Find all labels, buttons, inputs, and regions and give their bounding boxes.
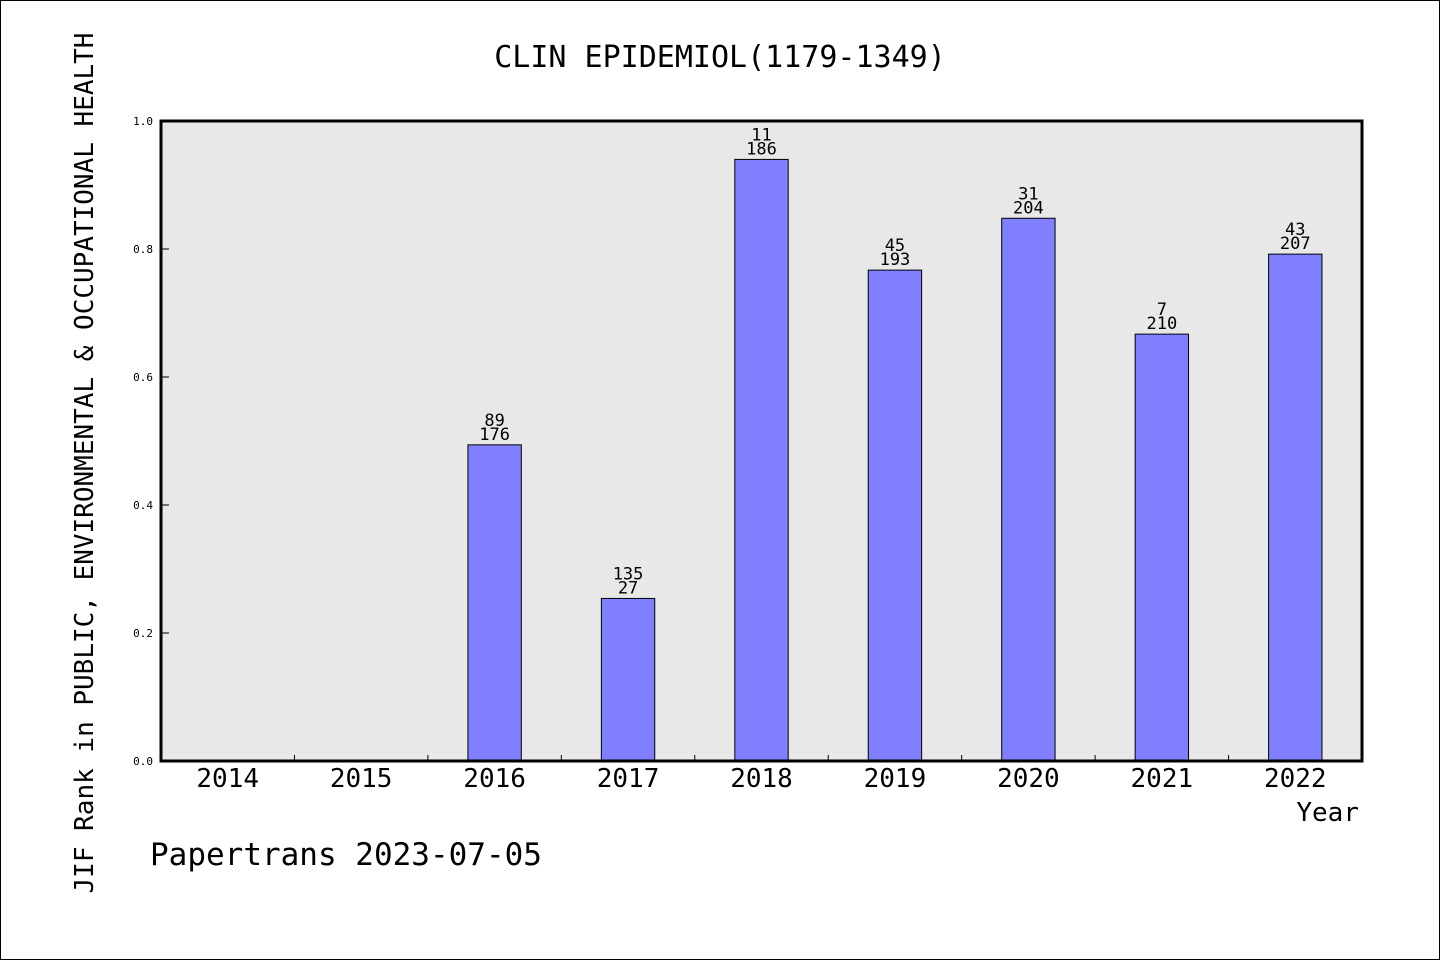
bar-2021 xyxy=(1134,333,1190,762)
bar-2020 xyxy=(1001,217,1056,762)
y-tick-label: 0.0 xyxy=(133,755,153,768)
x-axis-label: Year xyxy=(1296,798,1359,828)
bar-label-rank: 11 xyxy=(751,125,771,145)
x-tick-label: 2016 xyxy=(463,764,526,794)
bar-label-total: 186 xyxy=(746,139,777,159)
y-tick-label: 0.2 xyxy=(133,627,153,640)
x-tick-label: 2021 xyxy=(1131,764,1194,794)
bar-label-total: 210 xyxy=(1146,314,1177,334)
bar-2022 xyxy=(1268,253,1323,762)
bar-2017 xyxy=(600,597,656,762)
x-tick-label: 2015 xyxy=(330,764,393,794)
bar-label-rank: 43 xyxy=(1285,220,1305,240)
plot-frame xyxy=(159,119,1364,763)
y-tick-label: 1.0 xyxy=(133,115,153,128)
bar-label-total: 207 xyxy=(1280,234,1311,254)
bar-2018 xyxy=(734,158,789,762)
bar-label-rank: 45 xyxy=(885,236,905,256)
bar-label-rank: 7 xyxy=(1157,300,1167,320)
bar-2019 xyxy=(867,269,923,762)
bar-label-total: 204 xyxy=(1013,198,1044,218)
y-tick-label: 0.6 xyxy=(133,371,153,384)
bar-label-rank: 135 xyxy=(613,564,644,584)
bar-label-rank: 89 xyxy=(484,411,504,431)
y-tick-label: 0.4 xyxy=(133,499,153,512)
chart-title: CLIN EPIDEMIOL(1179-1349) xyxy=(494,40,946,75)
x-tick-label: 2014 xyxy=(196,764,259,794)
x-tick-label: 2019 xyxy=(864,764,927,794)
y-tick-label: 0.8 xyxy=(133,243,153,256)
x-tick-label: 2017 xyxy=(597,764,660,794)
bar-2016 xyxy=(467,444,522,762)
y-axis-label: JIF Rank in PUBLIC, ENVIRONMENTAL & OCCU… xyxy=(70,33,100,894)
x-tick-label: 2020 xyxy=(997,764,1060,794)
footer-credit: Papertrans 2023-07-05 xyxy=(150,837,542,873)
bar-label-total: 176 xyxy=(479,425,510,445)
bar-label-rank: 31 xyxy=(1018,184,1038,204)
bar-label-total: 27 xyxy=(618,578,638,598)
x-tick-label: 2022 xyxy=(1264,764,1327,794)
x-tick-label: 2018 xyxy=(730,764,793,794)
bar-label-total: 193 xyxy=(880,250,911,270)
